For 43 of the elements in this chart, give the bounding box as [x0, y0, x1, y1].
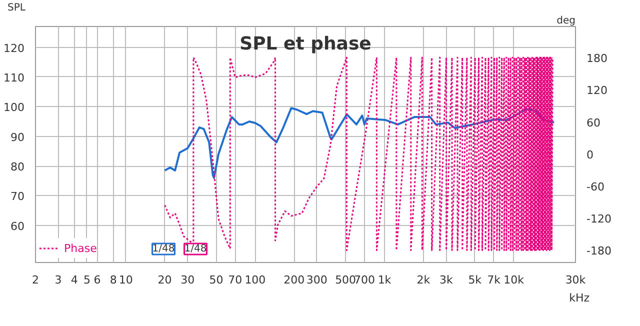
- y2-tick-label: -180: [586, 244, 612, 258]
- x-tick-label: 30: [180, 274, 195, 286]
- chart-title: SPL et phase: [240, 34, 372, 54]
- x-tick-label: 2k: [416, 274, 431, 286]
- y2-tick-label: 120: [586, 84, 608, 98]
- y2-tick-label: 0: [586, 148, 594, 162]
- annotation: 1/48: [152, 244, 175, 254]
- x-tick-label: 70: [228, 274, 242, 286]
- x-tick-label: 5: [83, 274, 90, 286]
- y2-tick-label: -60: [586, 180, 604, 194]
- y-tick-label: 120: [4, 42, 25, 55]
- x-tick-label: 30k: [565, 274, 586, 286]
- x-tick-label: 500: [335, 274, 356, 286]
- x-tick-label: 200: [284, 274, 305, 286]
- y2-axis-title: deg: [556, 16, 576, 26]
- y-tick-label: 110: [4, 71, 25, 84]
- y-axis-title: SPL: [8, 2, 26, 14]
- x-tick-label: 50: [209, 274, 224, 286]
- x-tick-label: 6: [94, 274, 101, 286]
- y-tick-label: 80: [10, 160, 25, 174]
- x-tick-label: 8: [110, 274, 117, 286]
- x-tick-label: 4: [70, 274, 78, 286]
- y-tick-label: 60: [10, 220, 25, 233]
- legend-label: Phase: [64, 242, 97, 254]
- y-tick-label: 100: [4, 101, 25, 114]
- y-tick-label: 90: [10, 130, 25, 144]
- y2-tick-label: -120: [586, 212, 612, 226]
- x-tick-label: 300: [306, 274, 328, 286]
- y2-tick-label: 180: [586, 52, 608, 66]
- y2-tick-label: 60: [586, 116, 600, 130]
- x-tick-label: 10: [118, 274, 133, 286]
- x-tick-label: 20: [158, 274, 172, 286]
- x-tick-label: 2: [32, 274, 39, 286]
- x-tick-label: 1k: [378, 274, 392, 286]
- x-tick-label: 100: [244, 274, 266, 286]
- x-tick-label: 3k: [440, 274, 454, 286]
- x-axis-title: kHz: [569, 292, 590, 304]
- x-tick-label: 5k: [468, 274, 482, 286]
- x-tick-label: 700: [354, 274, 375, 286]
- y-tick-label: 70: [10, 190, 25, 204]
- x-tick-label: 10k: [504, 274, 525, 286]
- x-tick-label: 7k: [487, 274, 502, 286]
- x-tick-label: 3: [54, 274, 62, 286]
